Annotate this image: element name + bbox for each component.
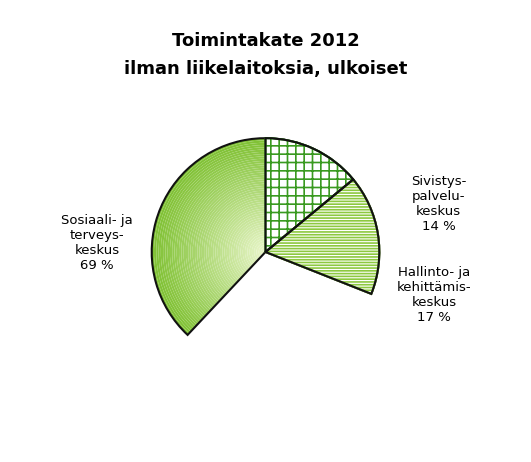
Wedge shape [172,158,359,320]
Wedge shape [202,188,329,298]
Wedge shape [163,150,368,327]
Wedge shape [220,207,311,285]
Wedge shape [152,138,379,335]
Wedge shape [165,152,366,325]
Wedge shape [236,222,295,274]
Wedge shape [254,241,277,260]
Text: Sosiaali- ja
terveys-
keskus
69 %: Sosiaali- ja terveys- keskus 69 % [61,214,133,272]
Wedge shape [222,209,309,284]
Wedge shape [161,147,370,328]
Text: Toimintakate 2012: Toimintakate 2012 [172,32,359,50]
Wedge shape [186,172,345,310]
Wedge shape [204,190,327,297]
Wedge shape [195,182,336,304]
Wedge shape [259,245,272,257]
Wedge shape [238,225,293,272]
Wedge shape [218,204,313,287]
Wedge shape [229,216,302,279]
Wedge shape [261,248,270,255]
Wedge shape [200,186,331,300]
Wedge shape [241,227,290,270]
Wedge shape [256,243,275,259]
Wedge shape [177,163,354,316]
Wedge shape [263,249,268,254]
Wedge shape [170,156,361,322]
Wedge shape [156,143,375,332]
Wedge shape [252,238,279,262]
Wedge shape [181,168,350,313]
Wedge shape [154,140,377,333]
Wedge shape [188,175,343,308]
Text: ilman liikelaitoksia, ulkoiset: ilman liikelaitoksia, ulkoiset [124,60,407,78]
Wedge shape [266,138,353,252]
Wedge shape [247,234,284,265]
Wedge shape [197,184,334,302]
Wedge shape [225,211,306,282]
Text: Sivistys-
palvelu-
keskus
14 %: Sivistys- palvelu- keskus 14 % [411,175,466,233]
Wedge shape [179,165,352,315]
Wedge shape [191,177,340,307]
Wedge shape [184,170,347,312]
Wedge shape [209,195,322,293]
Wedge shape [227,213,304,280]
Wedge shape [175,161,356,318]
Wedge shape [250,236,281,264]
Wedge shape [245,231,286,267]
Wedge shape [159,145,372,330]
Wedge shape [232,218,299,277]
Wedge shape [211,197,320,292]
Wedge shape [207,193,324,295]
Wedge shape [216,202,315,288]
Wedge shape [234,220,297,275]
Wedge shape [266,179,379,294]
Wedge shape [213,200,318,290]
Text: Hallinto- ja
kehittämis-
keskus
17 %: Hallinto- ja kehittämis- keskus 17 % [397,266,471,324]
Wedge shape [168,154,363,323]
Wedge shape [193,179,338,305]
Wedge shape [243,229,288,268]
